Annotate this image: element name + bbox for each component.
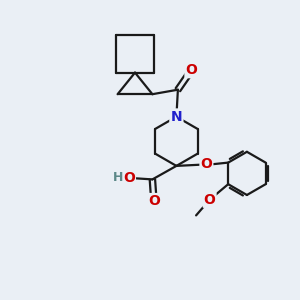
Text: H: H xyxy=(112,171,123,184)
Text: O: O xyxy=(148,194,160,208)
Text: N: N xyxy=(171,110,182,124)
Text: O: O xyxy=(123,171,135,185)
Text: O: O xyxy=(185,63,197,77)
Text: O: O xyxy=(200,158,212,171)
Text: O: O xyxy=(204,193,215,207)
Text: N: N xyxy=(171,110,182,124)
